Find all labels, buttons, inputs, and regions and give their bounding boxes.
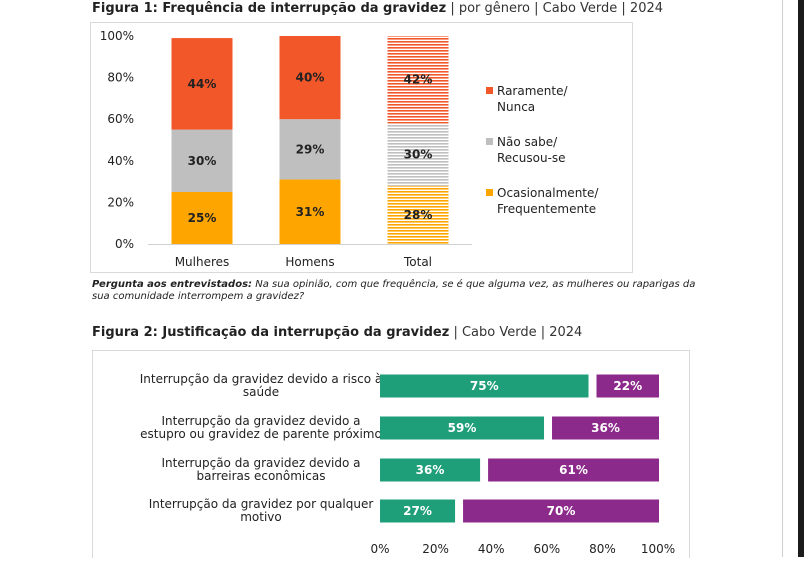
bar-segment	[279, 119, 341, 180]
legend-swatch	[486, 138, 493, 145]
x-tick-label: 60%	[533, 542, 560, 556]
figure1-chart-panel: 0% 20% 40% 60% 80% 100% 25% 30% 44% Mulheres 31% 29…	[90, 22, 633, 273]
bar-segment	[596, 374, 659, 398]
figure1-title: Figura 1: Frequência de interrupção da g…	[92, 1, 663, 16]
y-tick-label: 60%	[107, 112, 134, 126]
bar-segment	[488, 458, 659, 482]
data-label: 61%	[559, 463, 588, 477]
y-tick-label: 100%	[100, 29, 134, 43]
category-label: motivo	[240, 510, 282, 524]
x-tick-label: Total	[403, 255, 432, 269]
x-tick-label: 0%	[370, 542, 389, 556]
category-label: Interrupção da gravidez devido a	[161, 456, 360, 470]
category-label: Interrupção da gravidez por qualquer	[149, 497, 374, 511]
data-label: 25%	[188, 211, 217, 225]
figure2-title: Figura 2: Justificação da interrupção da…	[92, 325, 582, 340]
figure2-chart: Interrupção da gravidez devido a risco à…	[140, 372, 675, 556]
data-label: 30%	[404, 148, 433, 162]
bar-segment	[380, 499, 456, 523]
y-tick-label: 20%	[107, 195, 134, 209]
category-label: Interrupção da gravidez devido a risco à	[140, 372, 382, 386]
category-label: saúde	[243, 385, 279, 399]
data-label: 70%	[547, 504, 576, 518]
figure2-chart-panel: Interrupção da gravidez devido a risco à…	[92, 350, 690, 558]
x-tick-label: 20%	[422, 542, 449, 556]
caption-text: Na sua opinião, com que frequência, se é…	[92, 279, 696, 302]
bar-segment	[380, 416, 545, 440]
category-label: Interrupção da gravidez devido a	[161, 414, 360, 428]
legend-label: Recusou-se	[497, 151, 566, 165]
legend-swatch	[486, 189, 493, 196]
legend-label: Não sabe/	[497, 135, 558, 149]
data-label: 42%	[404, 73, 433, 87]
data-label: 75%	[470, 379, 499, 393]
figure2-title-bold: Figura 2: Justificação da interrupção da…	[92, 325, 450, 340]
bar-segment	[279, 36, 341, 120]
bar-segment	[387, 185, 449, 244]
bar-segment	[380, 458, 481, 482]
x-tick-label: 80%	[589, 542, 616, 556]
x-tick-label: 100%	[641, 542, 675, 556]
caption-label: Pergunta aos entrevistados:	[92, 279, 253, 290]
legend-swatch	[486, 87, 493, 94]
bar-segment	[552, 416, 659, 440]
window-divider	[782, 0, 783, 557]
data-label: 22%	[613, 379, 642, 393]
bar-segment	[387, 36, 449, 124]
figure1-title-bold: Figura 1: Frequência de interrupção da g…	[92, 1, 447, 16]
category-label: estupro ou gravidez de parente próximo	[140, 427, 382, 441]
legend-label: Ocasionalmente/	[497, 186, 599, 200]
legend-label: Raramente/	[497, 84, 568, 98]
x-tick-label: Homens	[285, 255, 334, 269]
figure1-caption: Pergunta aos entrevistados: Na sua opini…	[92, 279, 712, 303]
y-tick-label: 0%	[115, 237, 134, 251]
data-label: 29%	[296, 142, 325, 156]
x-tick-label: Mulheres	[175, 255, 230, 269]
bar-segment	[171, 129, 233, 192]
bar-segment	[380, 374, 589, 398]
data-label: 31%	[296, 205, 325, 219]
figure1-title-rest: | por gênero | Cabo Verde | 2024	[450, 1, 664, 16]
bar-segment	[279, 179, 341, 244]
data-label: 27%	[403, 504, 432, 518]
data-label: 59%	[448, 421, 477, 435]
y-tick-label: 40%	[107, 154, 134, 168]
data-label: 36%	[416, 463, 445, 477]
data-label: 36%	[591, 421, 620, 435]
category-label: barreiras econômicas	[197, 469, 326, 483]
window-frame	[798, 0, 804, 557]
figure1-chart: 0% 20% 40% 60% 80% 100% 25% 30% 44% Mulheres 31% 29…	[100, 29, 600, 269]
data-label: 44%	[188, 77, 217, 91]
bar-segment	[171, 38, 233, 130]
data-label: 40%	[296, 71, 325, 85]
bar-segment	[387, 123, 449, 186]
bar-segment	[463, 499, 659, 523]
figure2-title-rest: | Cabo Verde | 2024	[453, 325, 583, 340]
legend-label: Frequentemente	[497, 202, 596, 216]
data-label: 30%	[188, 154, 217, 168]
legend-label: Nunca	[497, 100, 535, 114]
bar-segment	[171, 192, 233, 244]
y-tick-label: 80%	[107, 71, 134, 85]
data-label: 28%	[404, 208, 433, 222]
x-tick-label: 40%	[478, 542, 505, 556]
